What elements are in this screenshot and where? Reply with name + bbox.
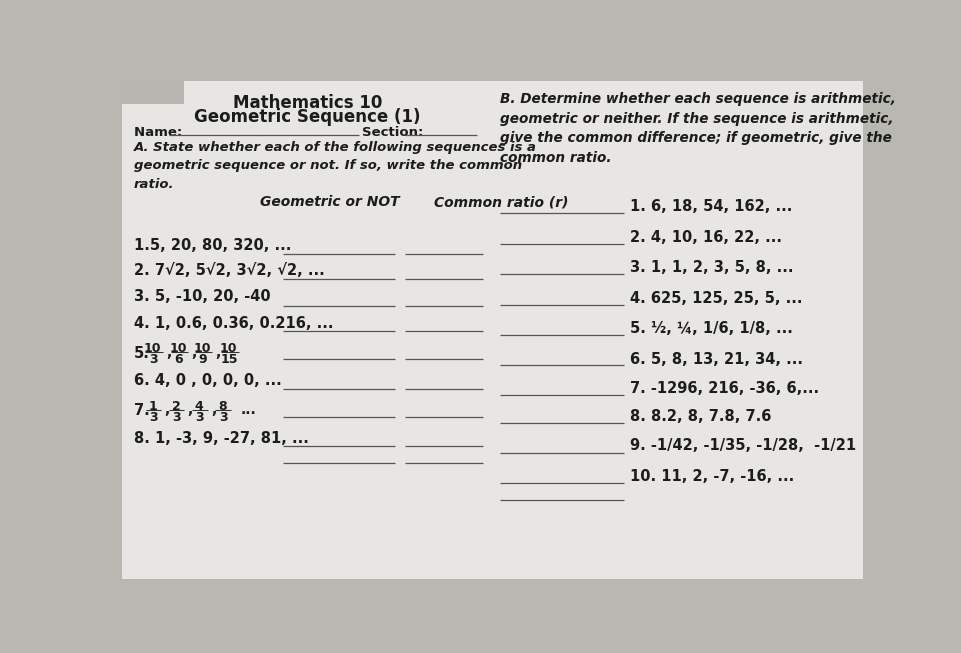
Text: ,: ,	[191, 345, 197, 360]
Text: 10: 10	[193, 342, 211, 355]
Text: 10: 10	[220, 342, 237, 355]
Text: 6: 6	[175, 353, 184, 366]
Text: 3: 3	[149, 353, 158, 366]
Text: 7. -1296, 216, -36, 6,...: 7. -1296, 216, -36, 6,...	[630, 381, 819, 396]
Text: 2. 4, 10, 16, 22, ...: 2. 4, 10, 16, 22, ...	[630, 230, 782, 245]
Text: Geometric Sequence (1): Geometric Sequence (1)	[194, 108, 421, 125]
Text: 3: 3	[172, 411, 181, 424]
Text: 8. 1, -3, 9, -27, 81, ...: 8. 1, -3, 9, -27, 81, ...	[135, 431, 308, 446]
Text: 3. 1, 1, 2, 3, 5, 8, ...: 3. 1, 1, 2, 3, 5, 8, ...	[630, 260, 794, 275]
Text: 8: 8	[218, 400, 227, 413]
Text: 2: 2	[172, 400, 181, 413]
Text: 3: 3	[219, 411, 228, 424]
Text: 1. 6, 18, 54, 162, ...: 1. 6, 18, 54, 162, ...	[630, 199, 793, 214]
Text: 10. 11, 2, -7, -16, ...: 10. 11, 2, -7, -16, ...	[630, 469, 795, 484]
Text: 4: 4	[195, 400, 204, 413]
Text: Section:: Section:	[362, 126, 423, 139]
Text: B. Determine whether each sequence is arithmetic,
geometric or neither. If the s: B. Determine whether each sequence is ar…	[500, 92, 896, 165]
Text: 2. 7√2, 5√2, 3√2, √2, ...: 2. 7√2, 5√2, 3√2, √2, ...	[135, 263, 325, 278]
Text: 15: 15	[221, 353, 238, 366]
Text: ,: ,	[166, 345, 171, 360]
Bar	[122, 81, 185, 104]
Text: 6. 4, 0 , 0, 0, 0, ...: 6. 4, 0 , 0, 0, 0, ...	[135, 374, 282, 389]
Text: Geometric or NOT: Geometric or NOT	[259, 195, 399, 210]
Text: 5.: 5.	[135, 345, 150, 360]
Text: ,: ,	[215, 345, 221, 360]
Text: ,: ,	[210, 404, 216, 417]
Text: 7.: 7.	[135, 404, 150, 419]
Text: ,: ,	[187, 404, 193, 417]
Text: Name:: Name:	[135, 126, 187, 139]
Text: 10: 10	[169, 342, 187, 355]
Text: 3: 3	[196, 411, 205, 424]
Text: 3. 5, -10, 20, -40: 3. 5, -10, 20, -40	[135, 289, 271, 304]
Text: ,: ,	[164, 404, 169, 417]
Text: 6. 5, 8, 13, 21, 34, ...: 6. 5, 8, 13, 21, 34, ...	[630, 353, 803, 368]
Text: 5. ½, ¼, 1/6, 1/8, ...: 5. ½, ¼, 1/6, 1/8, ...	[630, 321, 793, 336]
Text: Mathematics 10: Mathematics 10	[233, 94, 382, 112]
Text: 1.5, 20, 80, 320, ...: 1.5, 20, 80, 320, ...	[135, 238, 291, 253]
Text: A. State whether each of the following sequences is a
geometric sequence or not.: A. State whether each of the following s…	[135, 142, 537, 191]
Text: 10: 10	[144, 342, 161, 355]
Text: ...: ...	[240, 404, 256, 417]
Text: Common ratio (r): Common ratio (r)	[434, 195, 569, 210]
Text: 9: 9	[199, 353, 208, 366]
Text: 4. 625, 125, 25, 5, ...: 4. 625, 125, 25, 5, ...	[630, 291, 802, 306]
Text: 8. 8.2, 8, 7.8, 7.6: 8. 8.2, 8, 7.8, 7.6	[630, 409, 772, 424]
Text: 4. 1, 0.6, 0.36, 0.216, ...: 4. 1, 0.6, 0.36, 0.216, ...	[135, 315, 333, 330]
Text: 3: 3	[149, 411, 158, 424]
Text: 9. -1/42, -1/35, -1/28,  -1/21: 9. -1/42, -1/35, -1/28, -1/21	[630, 438, 856, 453]
Text: 1: 1	[148, 400, 157, 413]
